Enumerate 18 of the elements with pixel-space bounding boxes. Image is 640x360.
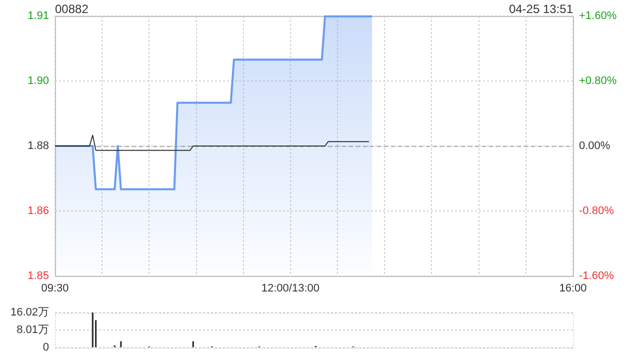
x-tick-label: 12:00/13:00 <box>261 282 320 295</box>
y-tick-label: 0 <box>42 341 49 354</box>
chart-title: 00882 <box>55 2 88 16</box>
y-tick-label: 1.85 <box>28 270 49 282</box>
y-tick-label: 16.02万 <box>10 306 49 319</box>
chart-subtitle: 04-25 13:51 <box>508 2 573 16</box>
x-tick-label: 16:00 <box>559 282 587 295</box>
y-tick-label: 1.90 <box>28 75 49 88</box>
y-tick-label: 1.91 <box>28 10 49 22</box>
y2-tick-label: -0.80% <box>579 205 614 218</box>
y2-tick-label: +1.60% <box>579 10 617 22</box>
y-tick-label: 8.01万 <box>16 324 49 336</box>
y2-tick-label: +0.80% <box>579 75 617 88</box>
x-tick-label: 09:30 <box>41 282 69 295</box>
y2-tick-label: -1.60% <box>579 270 614 282</box>
y-tick-label: 1.86 <box>28 205 49 218</box>
y-tick-label: 1.88 <box>28 140 49 152</box>
y2-tick-label: 0.00% <box>579 140 610 152</box>
